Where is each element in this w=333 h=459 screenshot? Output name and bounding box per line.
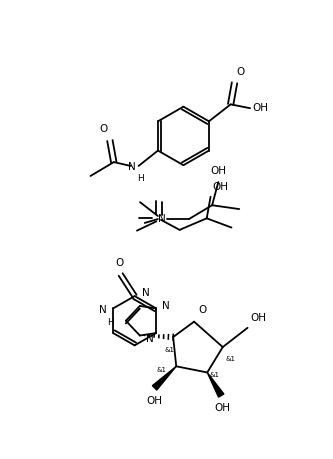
Text: &1: &1 xyxy=(209,372,219,378)
Text: O: O xyxy=(115,258,123,269)
Text: O: O xyxy=(198,306,206,315)
Text: N: N xyxy=(128,162,136,173)
Text: &1: &1 xyxy=(164,347,174,353)
Text: OH: OH xyxy=(210,166,226,176)
Text: N: N xyxy=(142,288,150,298)
Text: OH: OH xyxy=(212,182,228,192)
Polygon shape xyxy=(207,372,224,397)
Text: H: H xyxy=(137,174,144,183)
Text: &1: &1 xyxy=(157,367,167,373)
Text: O: O xyxy=(236,67,244,77)
Polygon shape xyxy=(153,366,176,390)
Text: O: O xyxy=(99,124,108,134)
Text: N: N xyxy=(158,214,166,224)
Text: N: N xyxy=(162,301,170,311)
Text: OH: OH xyxy=(252,103,268,113)
Text: N: N xyxy=(99,305,107,315)
Text: H: H xyxy=(107,318,114,327)
Text: &1: &1 xyxy=(225,356,235,362)
Text: OH: OH xyxy=(147,396,163,406)
Text: N: N xyxy=(146,334,154,344)
Text: OH: OH xyxy=(215,403,231,413)
Text: OH: OH xyxy=(250,313,266,323)
